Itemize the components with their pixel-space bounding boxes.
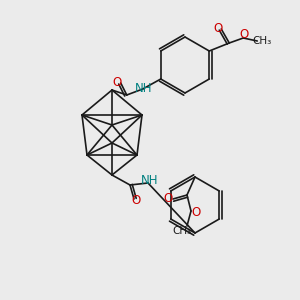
Text: O: O bbox=[214, 22, 223, 34]
Text: O: O bbox=[131, 194, 141, 206]
Text: CH₃: CH₃ bbox=[172, 226, 192, 236]
Text: NH: NH bbox=[135, 82, 152, 94]
Text: O: O bbox=[240, 28, 249, 40]
Text: O: O bbox=[191, 206, 201, 220]
Text: NH: NH bbox=[141, 175, 159, 188]
Text: O: O bbox=[164, 193, 172, 206]
Text: O: O bbox=[112, 76, 122, 88]
Text: CH₃: CH₃ bbox=[253, 36, 272, 46]
